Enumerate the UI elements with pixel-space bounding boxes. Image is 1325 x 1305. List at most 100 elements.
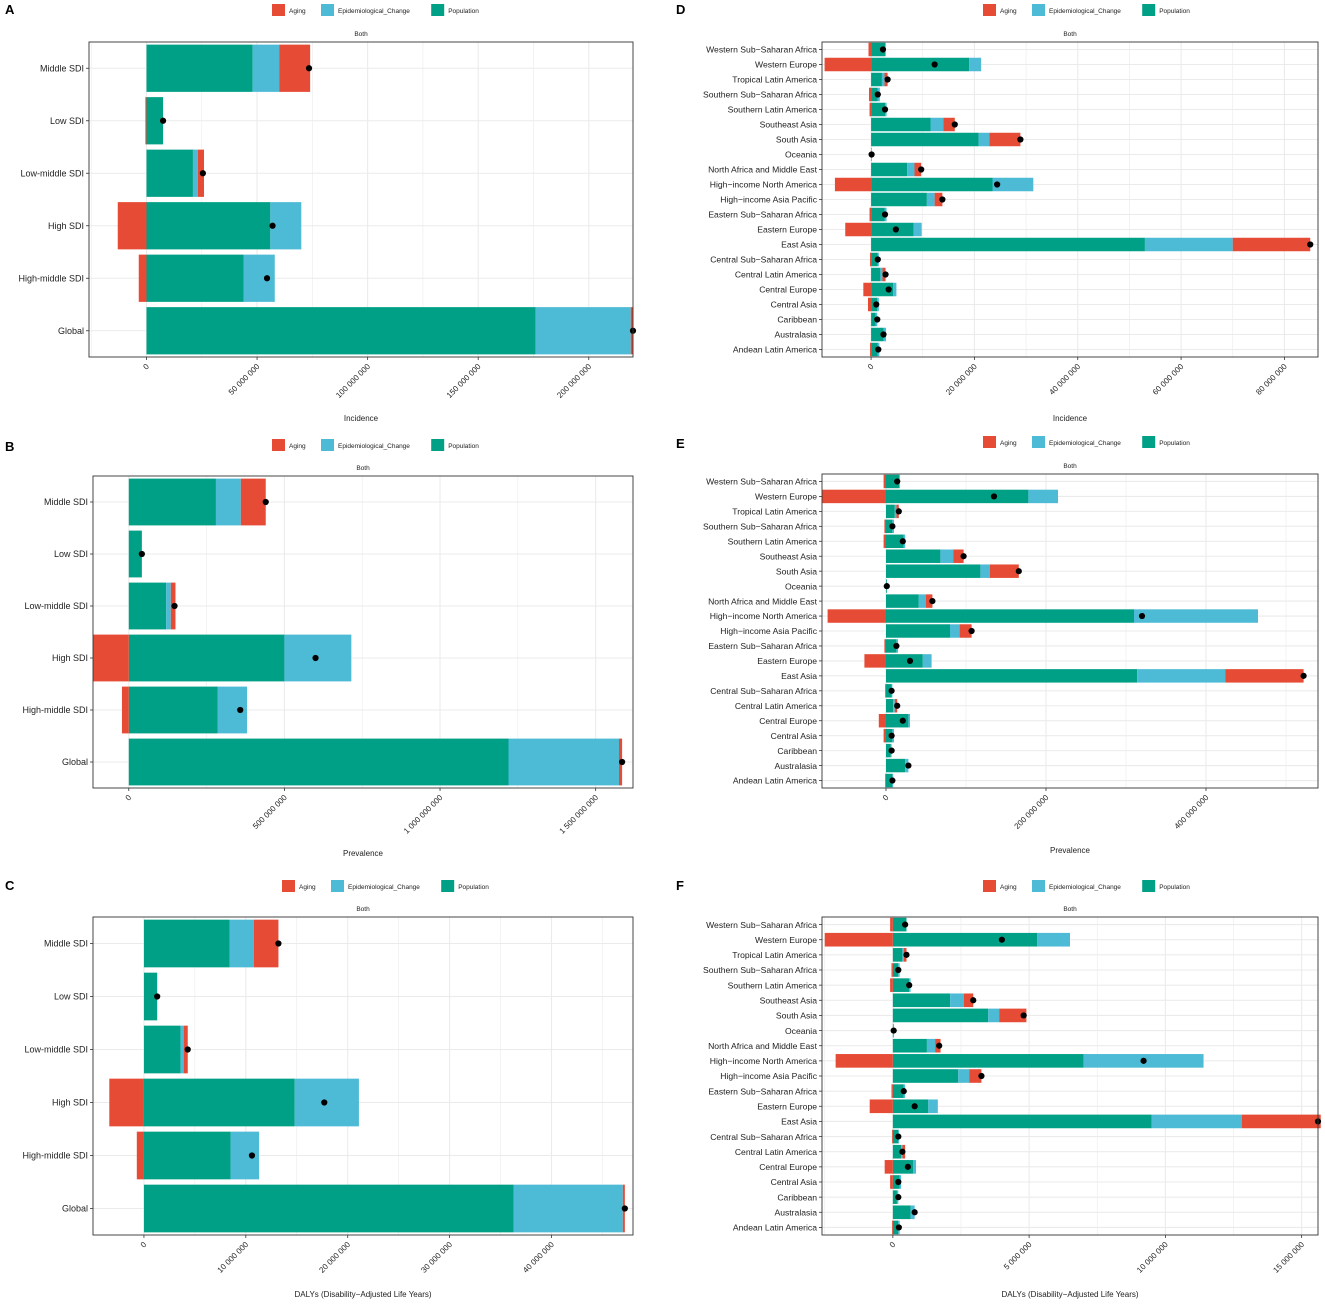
y-tick-label: High−income Asia Pacific — [720, 195, 817, 205]
bar-aging — [863, 282, 872, 297]
total-point — [875, 346, 882, 353]
bar-population — [892, 1069, 959, 1083]
total-point — [889, 523, 896, 530]
bar-epidemiological-change — [922, 654, 932, 668]
bar-population — [886, 594, 919, 608]
y-tick-label: Central Europe — [759, 716, 817, 726]
bar-aging — [892, 1129, 893, 1144]
x-tick-label: 10 000 000 — [216, 1240, 251, 1275]
bar-population — [892, 1008, 989, 1023]
bar-population — [871, 132, 979, 147]
total-point — [895, 508, 902, 515]
y-tick-label: Tropical Latin America — [732, 950, 817, 960]
total-point — [884, 76, 891, 83]
bar-population — [871, 237, 1145, 252]
x-tick-label: 400 000 000 — [1173, 793, 1211, 831]
y-tick-label: Central Europe — [759, 1162, 817, 1172]
bar-population — [871, 222, 914, 237]
bar-aging — [145, 97, 147, 145]
y-tick-label: High-middle SDI — [22, 1151, 88, 1161]
total-point — [321, 1099, 328, 1106]
legend-label: Population — [458, 884, 489, 891]
y-tick-label: Low-middle SDI — [20, 168, 84, 178]
bar-epidemiological-change — [930, 117, 944, 132]
total-point — [906, 982, 913, 989]
bar-population — [871, 312, 876, 327]
bar-aging — [835, 1054, 893, 1068]
bar-population — [886, 564, 981, 578]
total-point — [900, 1088, 907, 1095]
y-tick-label: Southern Latin America — [728, 980, 818, 990]
x-tick-label: 1 500 000 000 — [558, 793, 601, 836]
total-point — [990, 493, 998, 500]
bar-aging — [109, 1078, 144, 1127]
total-point — [906, 657, 914, 665]
plot-frame — [92, 916, 634, 1236]
bar-aging — [934, 192, 943, 207]
total-point — [918, 166, 925, 173]
bar-aging — [891, 963, 893, 977]
bar-epidemiological-change — [902, 948, 904, 962]
y-tick-label: Southeast Asia — [760, 120, 818, 130]
x-tick-label: 150 000 000 — [445, 362, 483, 400]
total-point — [888, 732, 895, 739]
bar-population — [871, 87, 878, 102]
total-point — [894, 478, 901, 485]
y-tick-label: Caribbean — [777, 746, 817, 756]
bar-epidemiological-change — [893, 282, 897, 297]
x-tick-label: 0 — [881, 793, 891, 803]
bar-aging — [834, 177, 872, 192]
y-tick-label: High−income North America — [710, 180, 817, 190]
bar-population — [146, 307, 536, 355]
bar-population — [871, 162, 908, 177]
bar-epidemiological-change — [913, 222, 922, 237]
bar-aging — [253, 919, 279, 968]
total-point — [895, 1224, 902, 1231]
total-point — [263, 275, 271, 282]
y-tick-label: Andean Latin America — [733, 776, 817, 786]
bar-population — [886, 699, 894, 713]
y-tick-label: High SDI — [52, 1098, 88, 1108]
bar-aging — [890, 917, 893, 932]
y-tick-label: Western Sub−Saharan Africa — [706, 920, 817, 930]
bar-epidemiological-change — [907, 162, 915, 177]
bar-epidemiological-change — [918, 594, 926, 608]
bar-population — [128, 738, 509, 786]
y-tick-label: Oceania — [785, 1026, 817, 1036]
bar-epidemiological-change — [508, 738, 619, 786]
bar-aging — [864, 654, 886, 668]
bar-aging — [959, 624, 972, 638]
bar-epidemiological-change — [215, 478, 241, 526]
bar-epidemiological-change — [180, 1025, 184, 1074]
bar-aging — [279, 44, 311, 92]
bar-epidemiological-change — [950, 624, 960, 638]
bar-aging — [914, 162, 922, 177]
total-point — [874, 91, 881, 98]
legend-key-epidemiological-change — [1032, 436, 1045, 448]
total-point — [899, 717, 906, 724]
x-tick-label: 0 — [141, 362, 151, 372]
bar-aging — [869, 102, 872, 117]
total-point — [892, 226, 899, 233]
bar-aging — [953, 549, 964, 563]
facet-title: Both — [1063, 906, 1077, 913]
plot-frame — [88, 41, 634, 358]
y-tick-label: High−income Asia Pacific — [720, 1071, 817, 1081]
y-tick-label: Central Asia — [771, 1177, 818, 1187]
total-point — [968, 627, 975, 635]
x-tick-label: 40 000 000 — [521, 1240, 556, 1275]
bar-population — [146, 254, 244, 302]
x-tick-label: 60 000 000 — [1151, 362, 1186, 397]
legend-label: Epidemiological_Change — [338, 8, 410, 15]
bar-aging — [891, 1084, 893, 1098]
x-tick-label: 500 000 000 — [251, 793, 289, 831]
bar-aging — [969, 1069, 982, 1083]
bar-aging — [884, 1160, 893, 1174]
total-point — [868, 151, 875, 158]
bar-population — [892, 948, 903, 962]
total-point — [621, 1205, 628, 1212]
legend-key-population — [441, 880, 455, 892]
bar-population — [886, 534, 904, 549]
bar-aging — [824, 57, 872, 72]
total-point — [960, 553, 967, 560]
